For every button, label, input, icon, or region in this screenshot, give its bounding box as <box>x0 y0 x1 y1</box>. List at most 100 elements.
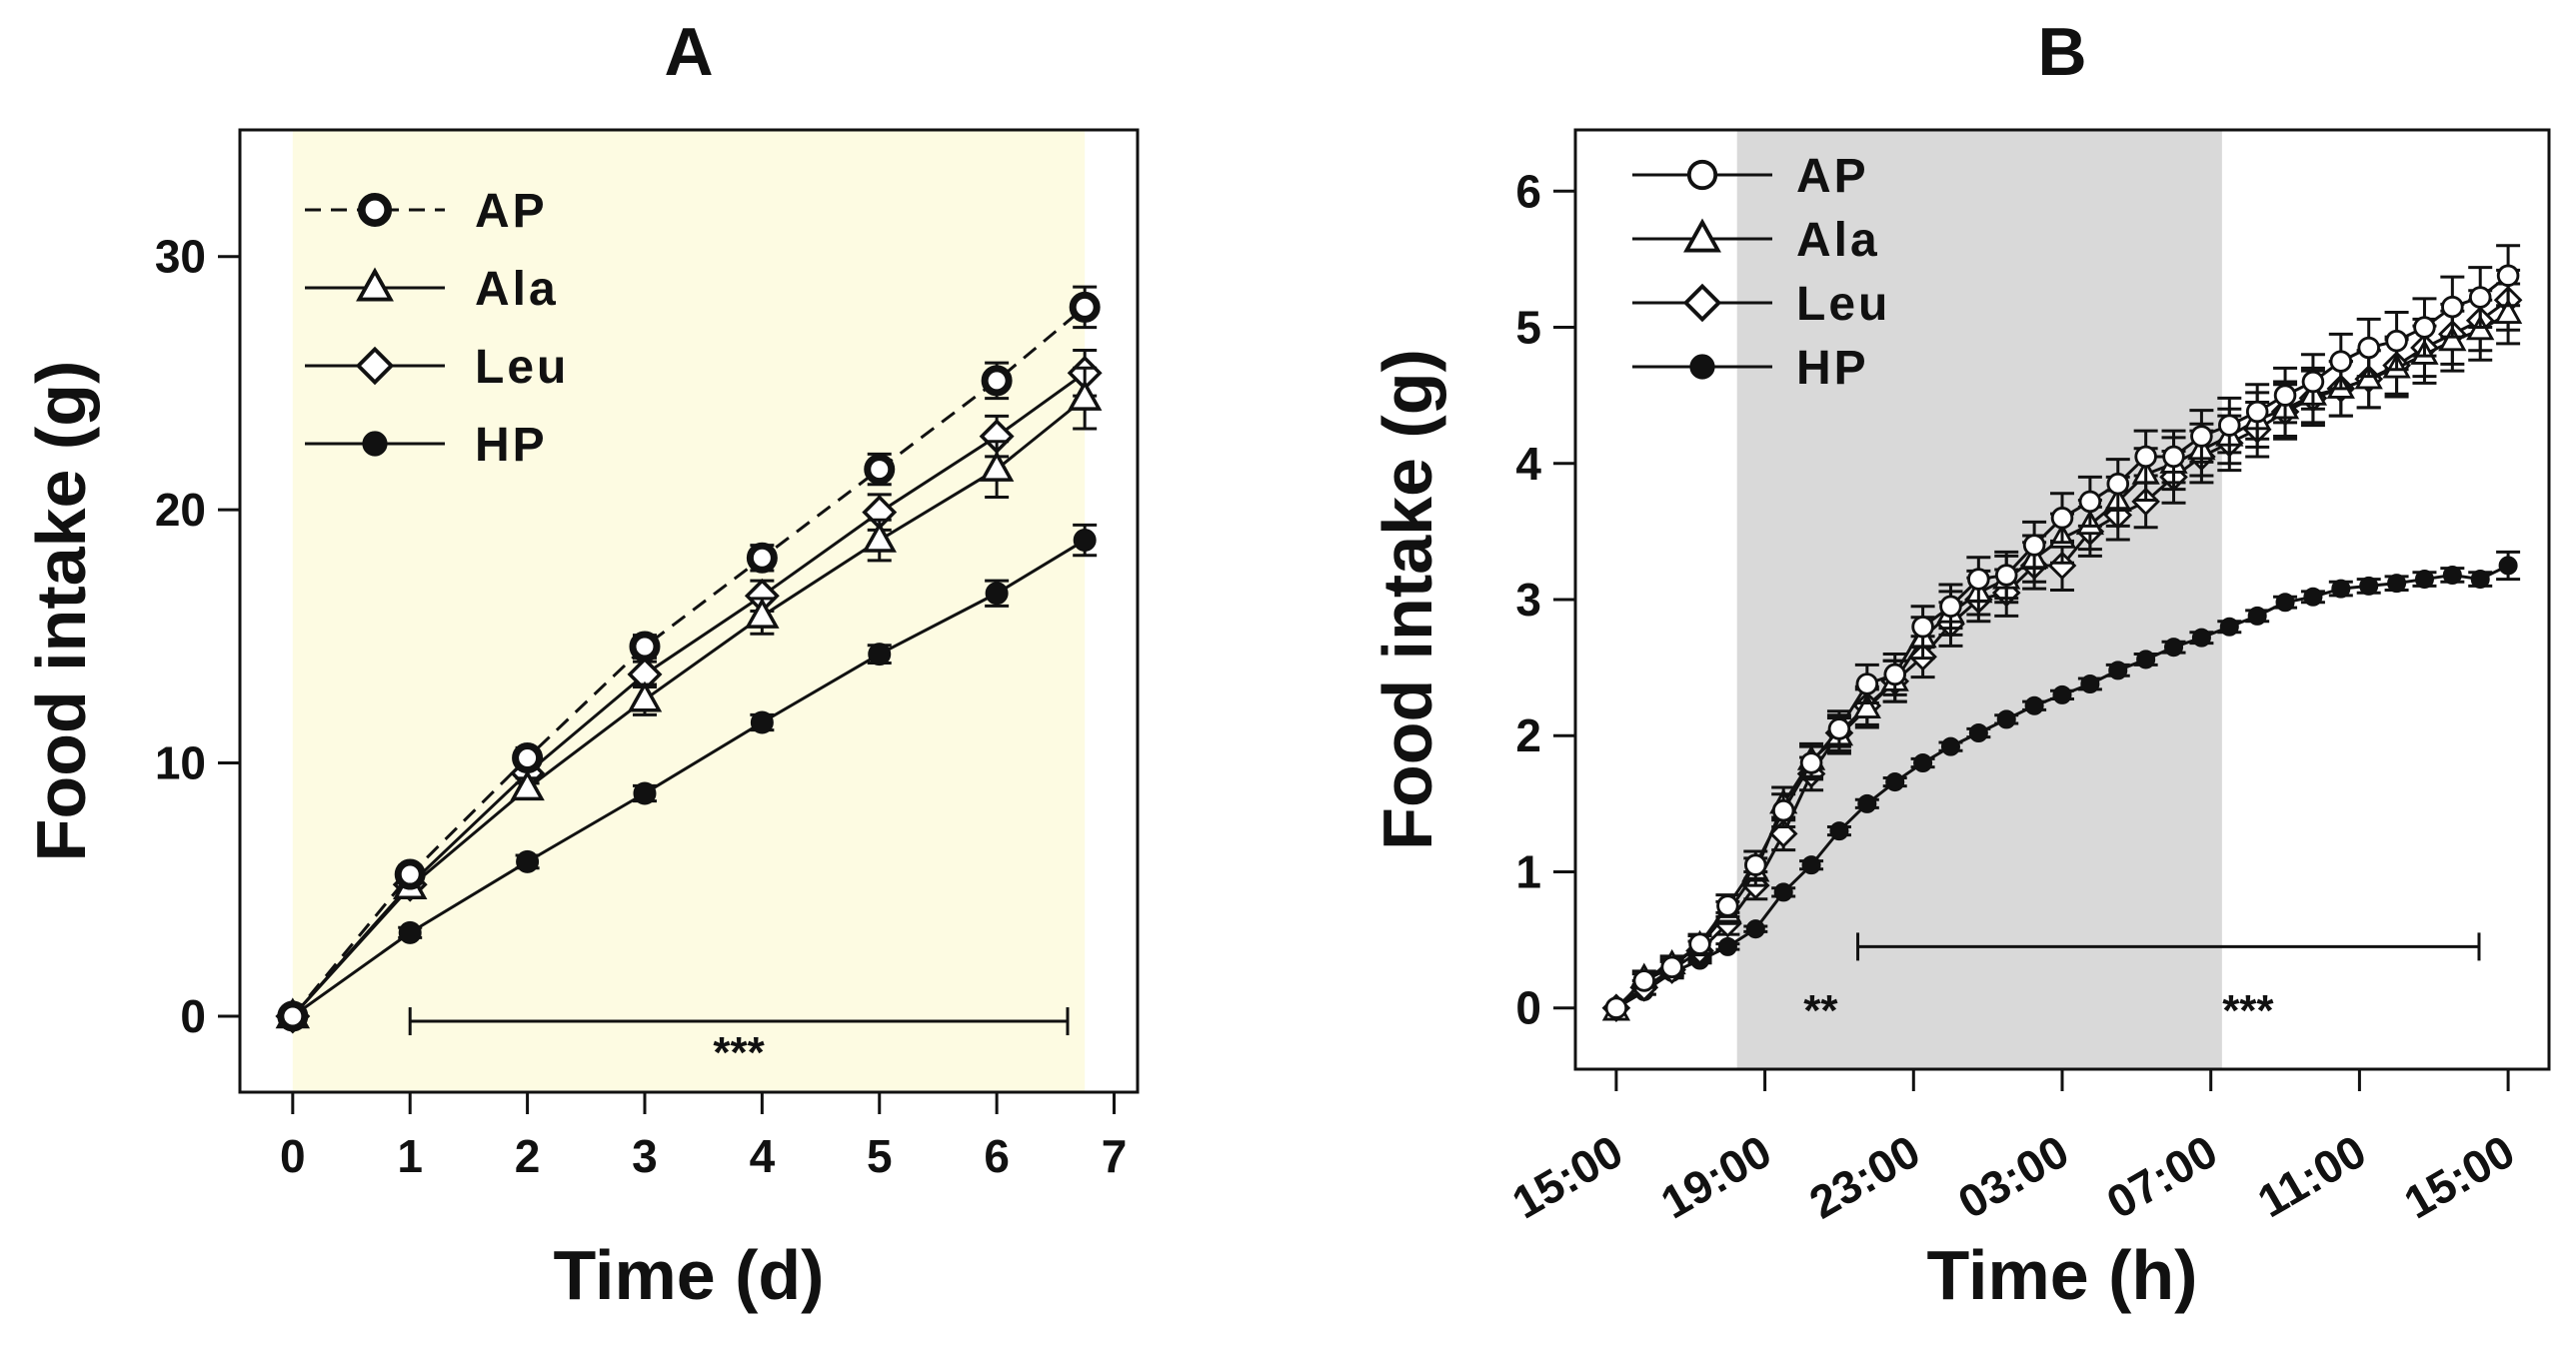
series-ap <box>1604 244 2521 1019</box>
data-point <box>1067 380 1103 411</box>
y-tick-label: 1 <box>1515 845 1541 897</box>
data-point <box>2080 674 2100 693</box>
data-point <box>627 680 663 712</box>
data-point <box>1744 853 1767 876</box>
series-line <box>291 372 1087 1017</box>
significance-label: *** <box>2222 986 2274 1035</box>
legend-marker <box>1683 218 1721 253</box>
y-tick-label: 30 <box>155 231 206 283</box>
data-point <box>512 741 544 773</box>
data-point <box>2275 593 2295 613</box>
legend-marker <box>1682 283 1722 323</box>
data-point <box>1745 919 1765 939</box>
x-tick-label: 1 <box>397 1130 423 1182</box>
significance-label: ** <box>1803 986 1838 1035</box>
y-axis-title: Food intake (g) <box>1368 349 1446 850</box>
data-point <box>1773 882 1793 902</box>
data-point <box>985 582 1009 606</box>
y-tick-label: 6 <box>1515 165 1541 217</box>
x-tick-label: 0 <box>280 1130 306 1182</box>
data-point <box>2078 490 2102 514</box>
x-axis-title: Time (d) <box>554 1236 825 1314</box>
data-point <box>2441 295 2464 319</box>
data-point <box>750 710 774 734</box>
data-point <box>2218 414 2241 437</box>
data-point <box>981 365 1013 397</box>
x-tick-label: 23:00 <box>1800 1125 1928 1229</box>
legend-marker <box>362 431 388 457</box>
data-point <box>1604 996 1628 1019</box>
legend-label: Leu <box>1796 278 1890 331</box>
x-axis-title: Time (h) <box>1927 1236 2198 1314</box>
x-tick-label: 11:00 <box>2249 1125 2375 1228</box>
data-point <box>2301 370 2325 394</box>
data-point <box>1967 568 1990 591</box>
x-tick-label: 15:00 <box>1503 1125 1631 1229</box>
y-tick-label: 2 <box>1515 709 1541 761</box>
y-axis-title: Food intake (g) <box>22 361 100 862</box>
data-point <box>1827 717 1851 740</box>
significance-annotation: *** <box>408 1007 1070 1077</box>
data-point <box>2442 565 2462 585</box>
shaded-region <box>292 130 1086 1092</box>
x-tick-label: 4 <box>750 1130 776 1182</box>
significance-label: *** <box>713 1028 765 1077</box>
data-point <box>2413 316 2436 339</box>
x-tick-label: 03:00 <box>1949 1125 2077 1229</box>
data-point <box>2219 617 2239 637</box>
data-point <box>1883 663 1906 686</box>
data-point <box>2106 472 2130 496</box>
y-tick-label: 10 <box>155 737 206 789</box>
data-point <box>1829 821 1849 841</box>
legend: AP Ala Leu HP <box>1632 150 1890 395</box>
data-point <box>2303 587 2323 607</box>
significance-annotation: ** <box>1803 986 1838 1035</box>
series-line <box>291 539 1086 1018</box>
data-point <box>1632 969 1656 992</box>
y-tick-label: 0 <box>180 990 206 1042</box>
data-point <box>1940 736 1960 756</box>
data-point <box>2108 661 2128 680</box>
data-point <box>2162 445 2185 469</box>
legend-marker <box>357 192 393 228</box>
data-point <box>2136 650 2156 670</box>
data-point <box>2359 576 2379 596</box>
data-point <box>2247 606 2267 626</box>
data-point <box>2414 570 2434 590</box>
data-point <box>2273 384 2297 407</box>
legend-label: AP <box>475 185 548 238</box>
legend-label: Leu <box>475 341 569 394</box>
x-tick-label: 5 <box>867 1130 893 1182</box>
data-point <box>745 597 780 629</box>
legend-label: Ala <box>475 263 559 316</box>
series-line <box>291 306 1087 1017</box>
panel-title: B <box>2037 14 2086 90</box>
data-point <box>1801 855 1821 875</box>
data-point <box>1885 772 1905 792</box>
data-point <box>2134 445 2157 469</box>
data-point <box>1913 752 1933 772</box>
data-point <box>868 643 892 667</box>
y-tick-label: 5 <box>1515 302 1541 354</box>
data-point <box>2190 425 2213 448</box>
data-point <box>398 920 422 944</box>
data-point <box>516 849 540 873</box>
legend-label: AP <box>1796 150 1869 203</box>
data-point <box>1799 751 1823 774</box>
data-point <box>2493 298 2523 324</box>
data-point <box>1994 564 2018 587</box>
legend-marker <box>1686 159 1718 191</box>
x-tick-label: 7 <box>1102 1130 1128 1182</box>
data-point <box>2496 264 2520 288</box>
data-point <box>629 631 661 663</box>
data-point <box>1688 932 1711 955</box>
y-tick-label: 20 <box>155 484 206 536</box>
series-ap <box>277 285 1101 1032</box>
data-point <box>2357 336 2380 360</box>
data-point <box>1855 673 1879 695</box>
legend-label: HP <box>475 419 548 472</box>
data-point <box>510 769 545 801</box>
data-point <box>1717 936 1737 956</box>
data-point <box>2022 534 2046 557</box>
